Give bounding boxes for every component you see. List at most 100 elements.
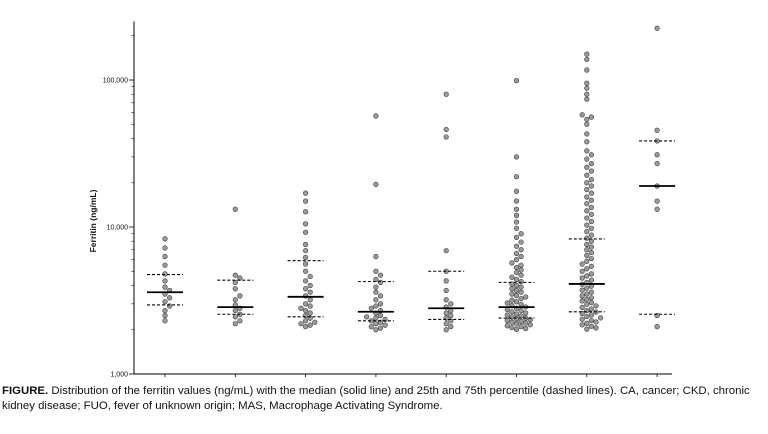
data-point <box>162 299 168 305</box>
data-point <box>579 275 585 281</box>
data-point <box>579 261 585 267</box>
data-point <box>513 269 520 276</box>
data-point <box>373 321 379 327</box>
data-point <box>518 267 524 273</box>
data-point <box>162 318 168 324</box>
data-point <box>513 154 520 160</box>
data-point <box>509 260 515 266</box>
data-point <box>303 248 309 254</box>
data-point <box>518 231 524 237</box>
data-point <box>237 293 243 299</box>
data-point <box>443 310 449 316</box>
data-point <box>373 297 379 303</box>
data-point <box>162 284 168 290</box>
data-point <box>382 322 388 328</box>
data-point <box>513 287 520 294</box>
data-point <box>377 279 384 285</box>
data-point <box>588 183 595 189</box>
data-point <box>584 148 590 154</box>
data-point <box>584 301 590 307</box>
data-point <box>513 243 520 249</box>
data-point <box>584 186 590 193</box>
data-point <box>232 314 238 320</box>
data-point <box>232 279 238 285</box>
data-point <box>448 301 454 307</box>
y-tick-label: 100,000 <box>103 78 128 85</box>
data-point <box>303 301 309 307</box>
data-point <box>307 273 313 280</box>
data-point <box>579 112 585 118</box>
data-point <box>513 282 520 289</box>
data-point <box>579 322 585 328</box>
data-point <box>584 208 590 214</box>
data-point <box>584 67 590 73</box>
y-tick-label: 1,000 <box>110 372 128 379</box>
data-point <box>588 255 595 262</box>
data-point <box>513 321 520 327</box>
data-point <box>509 297 515 303</box>
data-point <box>162 271 168 277</box>
data-point <box>588 197 595 203</box>
data-point <box>513 276 520 283</box>
data-point <box>303 318 309 324</box>
data-point <box>448 324 454 330</box>
data-point <box>584 96 590 102</box>
data-point <box>513 264 520 271</box>
data-point <box>162 312 168 319</box>
data-point <box>303 229 309 235</box>
data-point <box>518 301 524 307</box>
data-point <box>513 311 520 317</box>
data-point <box>593 303 599 309</box>
data-point <box>654 127 660 133</box>
data-point <box>588 218 595 225</box>
data-point <box>443 327 449 333</box>
data-point <box>584 313 590 320</box>
data-point <box>588 289 595 295</box>
data-point <box>373 327 379 333</box>
data-point <box>509 309 515 315</box>
data-point <box>167 295 173 301</box>
data-point <box>579 293 585 299</box>
data-point <box>513 234 520 240</box>
data-point <box>513 219 520 225</box>
data-point <box>584 241 590 248</box>
data-point <box>588 225 595 231</box>
data-point <box>162 278 168 284</box>
data-point <box>373 303 379 309</box>
data-point <box>584 291 590 297</box>
data-point <box>303 241 309 248</box>
figure-caption: FIGURE. Distribution of the ferritin val… <box>2 384 764 414</box>
data-point <box>513 78 520 84</box>
data-point <box>162 245 168 251</box>
data-point <box>518 324 524 330</box>
y-tick-label: 10,000 <box>107 225 129 232</box>
data-point <box>579 287 585 293</box>
group-iron-overload: Iron Overload <box>147 236 183 377</box>
data-point <box>513 188 520 194</box>
data-point <box>588 160 595 167</box>
data-point <box>654 25 660 31</box>
data-point <box>593 319 599 325</box>
group-mas: MAS <box>639 25 676 377</box>
data-point <box>513 326 520 333</box>
group-inflammatory: Inflammatory <box>217 206 254 377</box>
data-point <box>588 177 595 183</box>
data-groups: Iron Overload Inflammatory CA/Malignancy CK… <box>147 25 676 377</box>
ferritin-beeswarm-chart: 1,000 10,000 100,000 Iron Overload Inflamma… <box>88 21 676 379</box>
data-point <box>654 324 660 330</box>
data-point <box>162 253 168 260</box>
data-point <box>584 252 590 259</box>
data-point <box>588 114 595 120</box>
data-point <box>588 190 595 196</box>
data-point <box>588 249 595 256</box>
data-point <box>232 307 238 314</box>
data-point <box>237 318 243 324</box>
data-point <box>523 310 529 316</box>
data-point <box>584 139 590 145</box>
data-point <box>303 190 309 196</box>
data-point <box>373 181 379 187</box>
data-point <box>298 321 304 327</box>
data-point <box>377 272 384 278</box>
data-point <box>513 225 520 231</box>
group-hepatocellular: Hepatocellular <box>568 51 605 377</box>
